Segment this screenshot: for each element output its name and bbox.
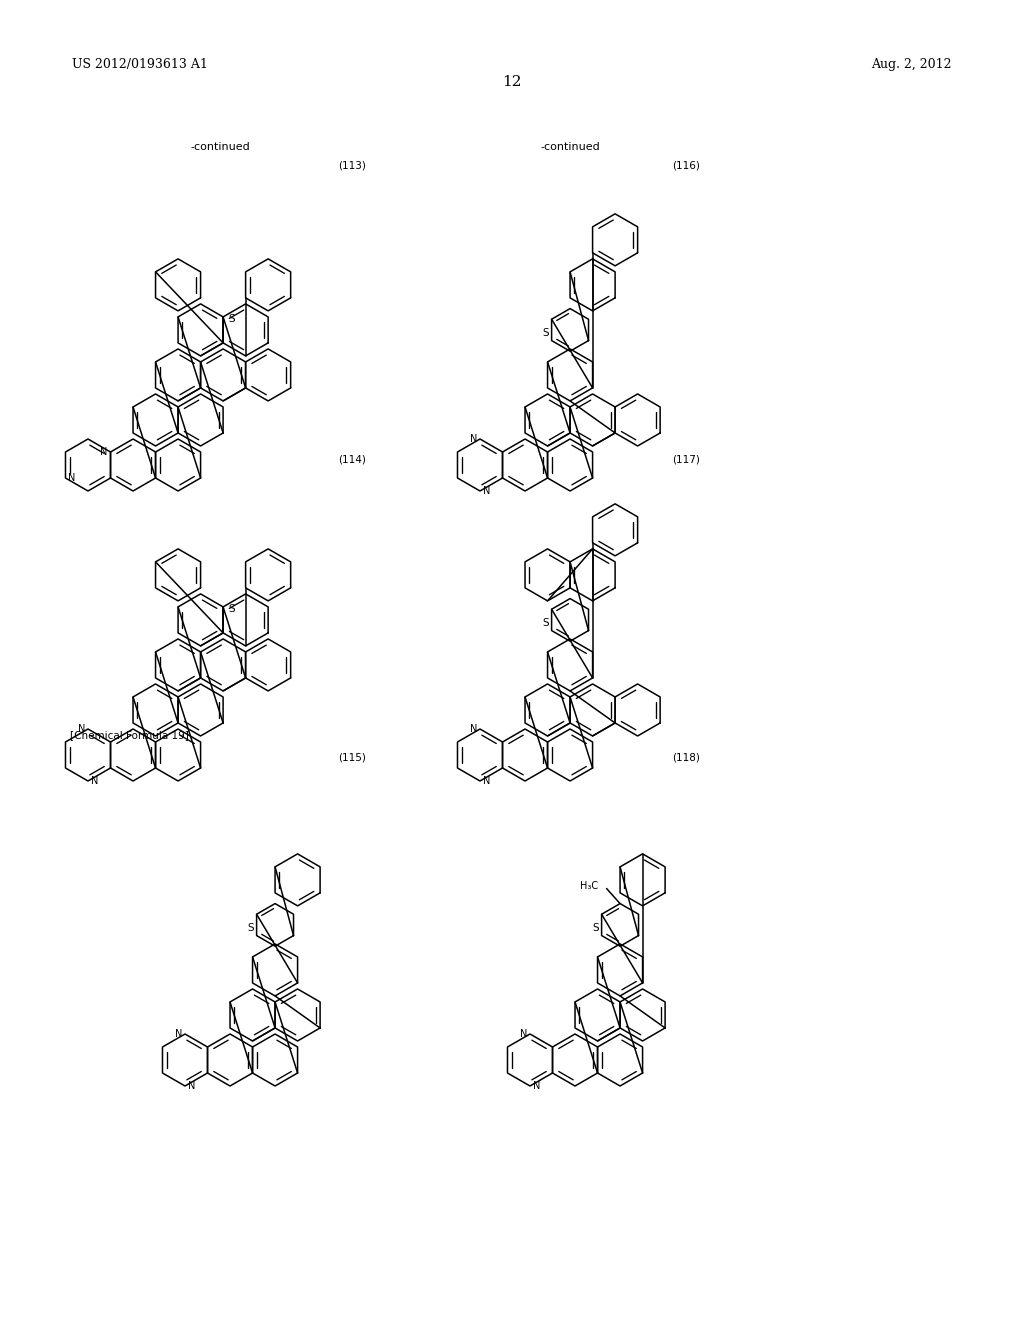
Text: H₃C: H₃C xyxy=(581,880,599,891)
Text: -continued: -continued xyxy=(190,143,250,152)
Text: US 2012/0193613 A1: US 2012/0193613 A1 xyxy=(72,58,208,71)
Text: (115): (115) xyxy=(338,752,366,762)
Text: N: N xyxy=(519,1030,527,1039)
Text: (117): (117) xyxy=(672,455,699,465)
Text: -continued: -continued xyxy=(540,143,600,152)
Text: N: N xyxy=(470,723,477,734)
Text: S: S xyxy=(592,923,599,932)
Text: N: N xyxy=(534,1081,541,1092)
Text: [Chemical Formula 19]: [Chemical Formula 19] xyxy=(70,730,188,741)
Text: Aug. 2, 2012: Aug. 2, 2012 xyxy=(871,58,952,71)
Text: S: S xyxy=(542,327,549,338)
Text: N: N xyxy=(100,447,108,457)
Text: (114): (114) xyxy=(338,455,366,465)
Text: S: S xyxy=(228,605,234,614)
Text: S: S xyxy=(247,923,254,932)
Text: N: N xyxy=(175,1030,182,1039)
Text: S: S xyxy=(542,618,549,627)
Text: N: N xyxy=(483,776,490,785)
Text: N: N xyxy=(470,434,477,444)
Text: (118): (118) xyxy=(672,752,699,762)
Text: (113): (113) xyxy=(338,160,366,170)
Text: S: S xyxy=(228,314,234,323)
Text: N: N xyxy=(483,486,490,496)
Text: N: N xyxy=(91,776,98,785)
Text: 12: 12 xyxy=(502,75,522,88)
Text: N: N xyxy=(188,1081,196,1092)
Text: N: N xyxy=(69,473,76,483)
Text: (116): (116) xyxy=(672,160,699,170)
Text: N: N xyxy=(78,723,85,734)
